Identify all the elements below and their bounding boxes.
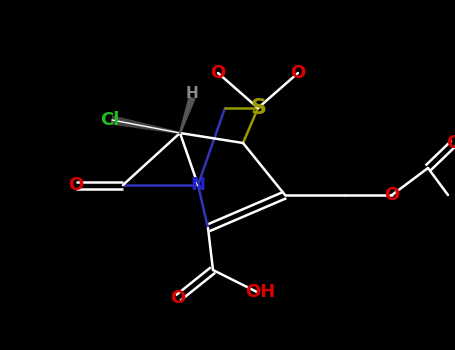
Text: O: O xyxy=(384,186,399,204)
Text: O: O xyxy=(68,176,84,194)
Text: OH: OH xyxy=(245,283,275,301)
Text: O: O xyxy=(446,134,455,152)
Polygon shape xyxy=(180,97,195,133)
Text: Cl: Cl xyxy=(100,111,120,129)
Text: S: S xyxy=(250,98,266,118)
Text: O: O xyxy=(290,64,306,82)
Text: O: O xyxy=(170,289,186,307)
Text: O: O xyxy=(210,64,226,82)
Text: H: H xyxy=(186,86,198,102)
Polygon shape xyxy=(111,116,180,133)
Text: N: N xyxy=(191,176,206,194)
